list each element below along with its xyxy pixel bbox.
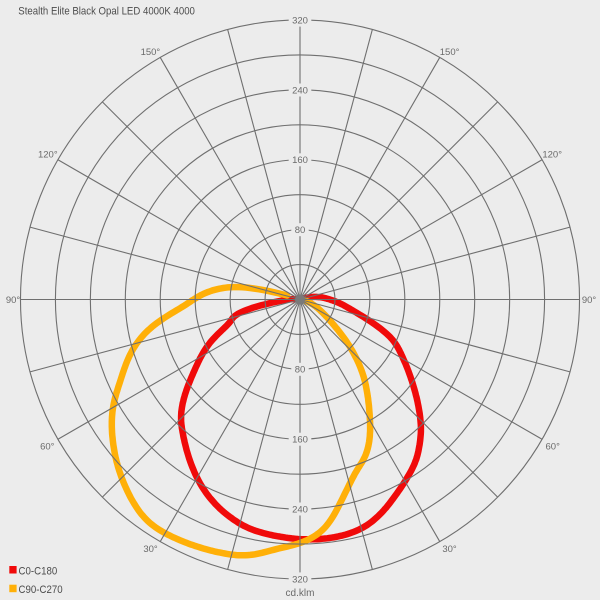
svg-text:320: 320 bbox=[292, 16, 308, 27]
svg-text:240: 240 bbox=[292, 85, 308, 96]
svg-text:160: 160 bbox=[292, 155, 308, 166]
svg-text:80: 80 bbox=[295, 365, 306, 376]
svg-text:120°: 120° bbox=[542, 149, 562, 160]
svg-text:90°: 90° bbox=[6, 295, 21, 306]
svg-text:120°: 120° bbox=[38, 149, 58, 160]
svg-text:150°: 150° bbox=[141, 47, 161, 58]
svg-text:60°: 60° bbox=[40, 441, 55, 452]
svg-text:80: 80 bbox=[295, 225, 306, 236]
svg-text:160: 160 bbox=[292, 435, 308, 446]
svg-text:30°: 30° bbox=[442, 544, 457, 555]
svg-text:150°: 150° bbox=[440, 47, 460, 58]
svg-text:C0-C180: C0-C180 bbox=[18, 566, 57, 578]
svg-text:60°: 60° bbox=[546, 441, 561, 452]
svg-text:90°: 90° bbox=[582, 295, 597, 306]
svg-text:Stealth Elite Black Opal LED 4: Stealth Elite Black Opal LED 4000K 4000 bbox=[18, 5, 195, 18]
svg-text:30°: 30° bbox=[143, 544, 158, 555]
svg-text:320: 320 bbox=[292, 574, 308, 585]
svg-text:cd.klm: cd.klm bbox=[286, 588, 315, 599]
svg-text:240: 240 bbox=[292, 504, 308, 515]
svg-text:C90-C270: C90-C270 bbox=[18, 585, 62, 597]
